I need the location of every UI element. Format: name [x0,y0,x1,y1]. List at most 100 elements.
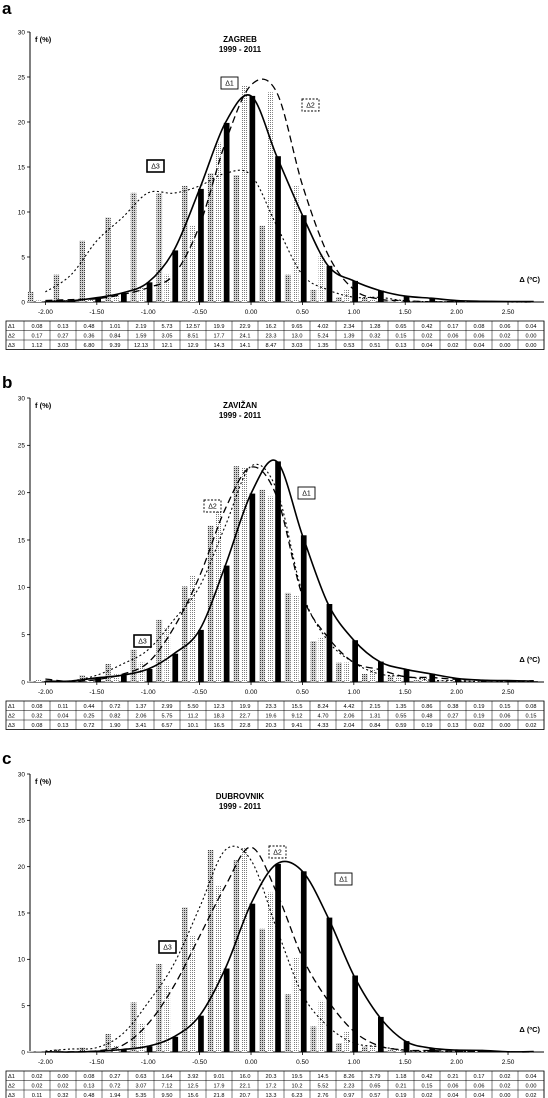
table-cell: 2.04 [344,723,355,729]
table-cell: 2.06 [344,714,355,720]
table-cell: 0.55 [396,714,407,720]
bar-delta2 [190,936,196,1052]
table-cell: 3.41 [136,723,147,729]
table-cell: 1.94 [110,1093,121,1098]
bar-delta3 [259,489,265,682]
bar-delta2 [190,576,196,682]
chart-subtitle: 1999 - 2011 [219,802,262,811]
bar-delta2 [395,676,402,682]
table-cell: 0.48 [422,714,433,720]
y-tick-label: 20 [18,490,26,497]
bar-delta2 [344,662,350,682]
bar-delta3 [336,297,342,302]
table-row-label: Δ1 [8,704,15,710]
table-cell: 0.27 [110,1074,121,1080]
bar-delta3 [310,1026,317,1052]
table-cell: 1.35 [396,704,407,710]
table-cell: 8.24 [318,704,329,710]
x-axis-label: Δ (ºC) [519,275,540,284]
bar-delta2 [472,680,479,682]
table-cell: 1.59 [136,334,147,340]
bar-delta2 [138,1023,145,1052]
table-cell: 0.00 [526,343,537,349]
table-cell: 0.11 [58,704,68,710]
bar-delta2 [292,595,299,682]
x-tick-label: 2.00 [450,689,463,696]
y-tick-label: 30 [18,29,26,36]
y-tick-label: 5 [21,1003,25,1010]
bar-delta1 [275,863,281,1052]
table-cell: 0.00 [500,723,511,729]
table-cell: 11.2 [188,714,198,720]
legend-box-frame [146,159,165,173]
legend-label: Δ2 [306,103,315,110]
x-tick-label: 2.50 [502,1059,515,1066]
table-cell: 12.13 [134,343,148,349]
y-tick-label: 15 [18,537,26,544]
bar-delta2 [267,892,273,1052]
table-cell: 6.80 [84,343,95,349]
panel-b: b 0 5 10 15 20 25 30 -2.00 -1.50 -1.00 -0.50 0.00 0.5… [2,373,545,730]
table-cell: 3.92 [188,1074,199,1080]
table-cell: 0.51 [370,343,381,349]
bar-delta1 [121,1049,127,1052]
table-cell: 0.02 [500,334,511,340]
table-cell: 12.57 [186,324,200,330]
legend-label: Δ3 [138,639,147,646]
bar-delta1 [249,493,256,682]
bar-delta2 [292,957,299,1052]
bar-delta1 [95,677,101,682]
table-cell: 13.3 [266,1093,277,1098]
bar-delta3 [336,662,342,682]
legend-box-delta2: Δ2 [301,98,320,112]
table-cell: 22.1 [240,1084,251,1090]
table-cell: 21.8 [214,1093,225,1098]
table-cell: 0.42 [422,324,433,330]
table-cell: 0.13 [448,723,459,729]
table-row-label: Δ1 [8,324,15,330]
bar-delta3 [387,1050,394,1052]
table-cell: 0.02 [448,343,459,349]
y-axis-label: f (%) [35,401,52,410]
table-cell: 5.35 [136,1093,147,1098]
curve-delta1 [45,94,534,303]
legend-box-frame [268,845,287,859]
y-tick-label: 30 [18,395,26,402]
legend-label: Δ2 [273,850,282,857]
table-cell: 0.25 [84,714,95,720]
table-cell: 0.21 [396,1084,407,1090]
bar-delta3 [27,681,34,682]
table-cell: 12.5 [188,1084,199,1090]
table-cell: 0.13 [84,1084,95,1090]
table-cell: 8.47 [266,343,277,349]
x-tick-label: -0.50 [192,1059,207,1066]
x-tick-label: 1.00 [347,689,360,696]
legend-box-frame [334,872,353,886]
bar-delta2 [164,274,171,302]
table-cell: 5.73 [162,324,173,330]
legend-label: Δ3 [151,164,160,171]
y-axis-label: f (%) [35,35,52,44]
table-cell: 5.50 [188,704,199,710]
bar-delta1 [326,265,333,302]
x-tick-label: 1.50 [399,309,412,316]
table-cell: 0.86 [422,704,433,710]
table-cell: 0.04 [526,324,537,330]
chart-title: ZAGREB [223,35,257,44]
bar-delta2 [113,294,119,302]
table-cell: 1.39 [344,334,355,340]
table-cell: 12.9 [188,343,199,349]
table-cell: 0.08 [32,704,43,710]
table-cell: 0.17 [474,1074,485,1080]
table-cell: 0.02 [526,1093,537,1098]
table-cell: 3.03 [58,343,69,349]
y-tick-label: 0 [21,299,25,306]
table-cell: 0.84 [110,334,121,340]
bar-delta1 [172,1036,179,1052]
bar-delta2 [190,225,196,302]
table-row-label: Δ3 [8,723,15,729]
table-cell: 8.51 [188,334,199,340]
legend-label: Δ2 [208,504,217,511]
table-cell: 0.15 [526,714,537,720]
y-tick-label: 20 [18,864,26,871]
